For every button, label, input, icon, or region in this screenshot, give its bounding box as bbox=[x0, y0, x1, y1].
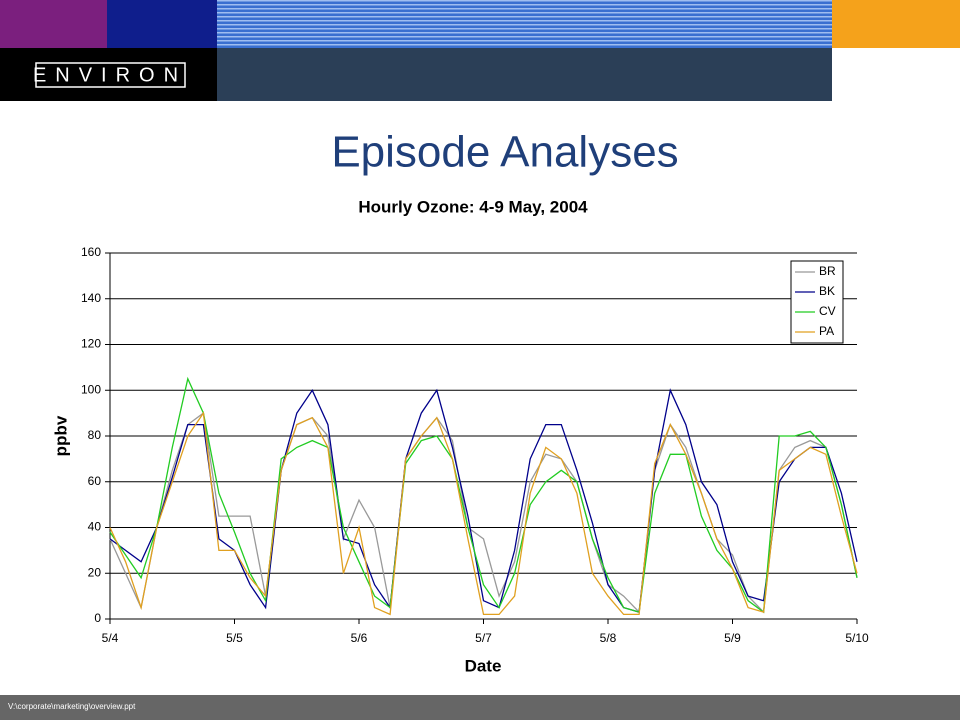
banner-purple bbox=[0, 0, 107, 48]
logo-frame bbox=[35, 62, 186, 88]
banner-navy bbox=[107, 0, 217, 48]
chart-title: Hourly Ozone: 4-9 May, 2004 bbox=[358, 197, 588, 216]
legend-label: BR bbox=[819, 264, 836, 278]
slide-title: Episode Analyses bbox=[331, 128, 678, 177]
y-tick-label: 60 bbox=[88, 474, 102, 488]
legend-label: CV bbox=[819, 304, 836, 318]
x-tick-label: 5/10 bbox=[845, 631, 869, 645]
y-tick-label: 40 bbox=[88, 520, 102, 534]
y-axis-label: ppbv bbox=[51, 415, 70, 456]
footer-bar bbox=[0, 695, 960, 720]
legend-box bbox=[790, 260, 844, 344]
y-tick-label: 100 bbox=[81, 382, 101, 396]
y-tick-label: 80 bbox=[88, 428, 102, 442]
x-axis-label: Date bbox=[465, 656, 502, 675]
x-tick-label: 5/9 bbox=[724, 631, 741, 645]
y-tick-label: 0 bbox=[94, 611, 101, 625]
banner-orange bbox=[832, 0, 960, 48]
series-line bbox=[109, 411, 858, 616]
x-tick-label: 5/5 bbox=[226, 631, 243, 645]
logo: ENVIRON bbox=[33, 64, 187, 86]
x-tick-label: 5/8 bbox=[600, 631, 617, 645]
y-tick-label: 120 bbox=[81, 337, 101, 351]
x-tick-label: 5/4 bbox=[102, 631, 119, 645]
banner-slate bbox=[217, 48, 832, 101]
x-tick-label: 5/7 bbox=[475, 631, 492, 645]
y-tick-label: 140 bbox=[81, 291, 101, 305]
footer-path: V:\corporate\marketing\overview.ppt bbox=[8, 702, 136, 711]
legend-label: PA bbox=[819, 324, 834, 338]
series-line bbox=[109, 376, 858, 614]
x-tick-label: 5/6 bbox=[351, 631, 368, 645]
y-tick-label: 20 bbox=[88, 565, 102, 579]
banner-stripes bbox=[217, 0, 832, 48]
series-line bbox=[109, 411, 858, 614]
y-tick-label: 160 bbox=[81, 245, 101, 259]
legend-label: BK bbox=[819, 284, 835, 298]
